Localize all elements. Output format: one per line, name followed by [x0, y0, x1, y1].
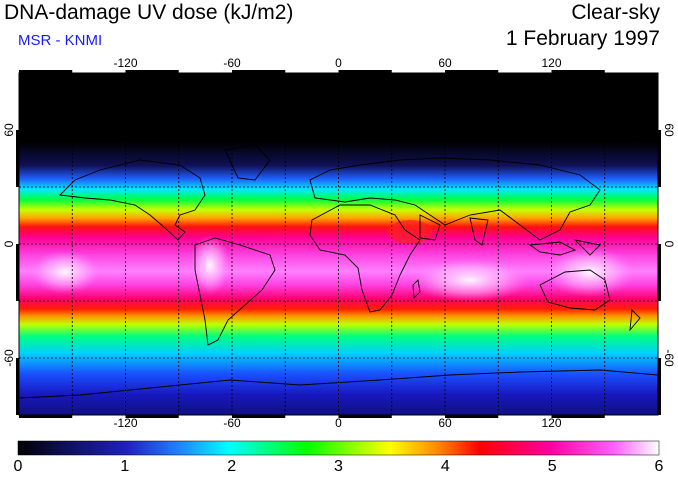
colorbar-label: 6 [654, 458, 664, 475]
lon-tick-label-top: -120 [113, 56, 138, 70]
colorbar-label: 0 [13, 458, 23, 475]
graticule [19, 73, 658, 415]
colorbar [17, 440, 660, 456]
colorbar-label: 4 [440, 458, 450, 475]
frame-bar [125, 415, 179, 418]
map-title: DNA-damage UV dose (kJ/m2) [4, 1, 294, 24]
lon-tick-label-top: 60 [438, 56, 452, 70]
frame-bar [658, 130, 661, 187]
lon-tick-label-bottom: -120 [113, 416, 138, 430]
lon-tick-label-bottom: -60 [223, 416, 241, 430]
sky-condition: Clear-sky [571, 1, 660, 24]
frame-bar [338, 70, 392, 73]
frame-bar [658, 358, 661, 415]
frame-tick-bars [16, 70, 661, 418]
lon-tick-label-top: -60 [223, 56, 241, 70]
lon-tick-label-bottom: 60 [438, 416, 452, 430]
lat-tick-label-right: 0 [662, 240, 676, 248]
frame-bar [16, 130, 19, 187]
frame-bar [445, 70, 499, 73]
lon-tick-label-top: 120 [541, 56, 562, 70]
frame-bar [125, 70, 179, 73]
lon-tick-label-bottom: 0 [335, 416, 342, 430]
frame-bar [19, 70, 73, 73]
uv-field [19, 73, 658, 415]
lon-tick-label-bottom: 120 [541, 416, 562, 430]
frame-bar [551, 70, 605, 73]
lat-tick-label-right: 60 [662, 123, 676, 137]
lat-tick-label-left: 60 [2, 123, 16, 137]
frame-bar [16, 244, 19, 301]
lat-tick-label-left: -60 [2, 349, 16, 367]
colorbar-label: 3 [334, 458, 343, 475]
frame-bar [232, 415, 286, 418]
colorbar-label: 1 [120, 458, 130, 475]
data-source: MSR - KNMI [18, 32, 103, 49]
colorbar-label: 2 [227, 458, 237, 475]
map-date: 1 February 1997 [505, 27, 660, 50]
frame-bar [232, 70, 286, 73]
colorbar-label: 5 [547, 458, 557, 475]
frame-bar [658, 244, 661, 301]
frame-bar [445, 415, 499, 418]
frame-bar [16, 358, 19, 415]
frame-bar [338, 415, 392, 418]
lon-tick-label-top: 0 [335, 56, 342, 70]
frame-bar [551, 415, 605, 418]
lat-tick-label-right: -60 [662, 349, 676, 367]
lat-tick-label-left: 0 [2, 240, 16, 248]
frame-bar [19, 415, 73, 418]
